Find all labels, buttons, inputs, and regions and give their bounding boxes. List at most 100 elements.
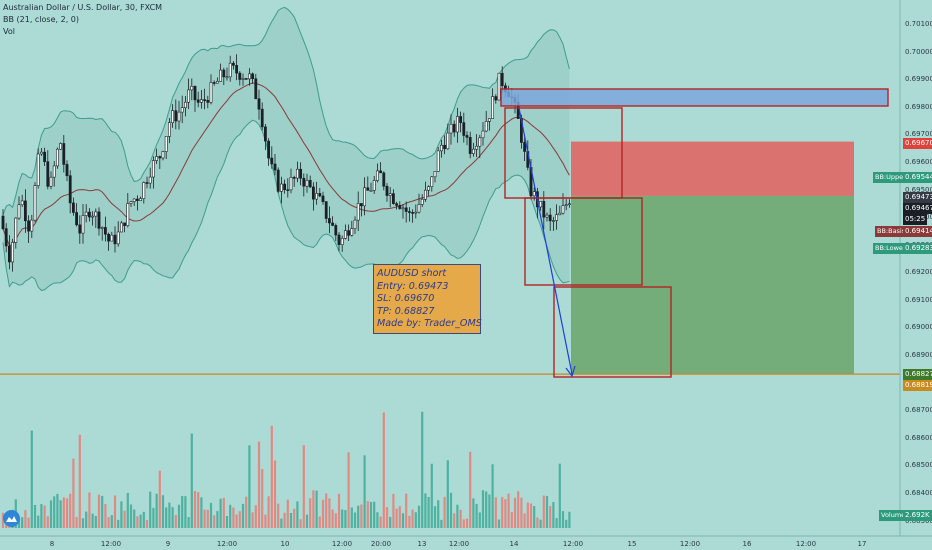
candle-body (436, 150, 440, 172)
volume-bar (481, 490, 485, 528)
candle-body (68, 175, 72, 204)
candle-body (193, 86, 197, 101)
volume-bar (117, 519, 120, 528)
candle-body (276, 169, 280, 192)
volume-bar (270, 425, 273, 528)
volume-bar (17, 517, 21, 528)
entry-price-tag: 0.69473 (903, 192, 932, 203)
candle-body (11, 242, 15, 263)
price-tick-label: 0.70100 (905, 20, 932, 28)
volume-bar (353, 512, 357, 528)
candle-body (235, 65, 239, 74)
volume-bar (229, 504, 232, 528)
candle-body (475, 145, 479, 150)
candle-body (545, 214, 549, 218)
volume-bar (465, 518, 469, 528)
volume-bar (293, 508, 296, 528)
volume-bar (174, 514, 177, 528)
price-tick-label: 0.68600 (905, 434, 932, 442)
candle-body (433, 171, 437, 178)
volume-bar (145, 519, 149, 528)
volume-bar (485, 491, 488, 528)
candle-body (104, 227, 107, 235)
volume-bar (27, 517, 30, 528)
candle-body (417, 204, 421, 213)
candle-body (27, 220, 31, 232)
candle-body (289, 177, 293, 191)
volume-bar (507, 493, 510, 528)
candle-body (350, 228, 354, 236)
volume-bar (181, 495, 184, 528)
volume-bar (53, 496, 56, 528)
bb-upper-label: BB:Upper (873, 172, 908, 183)
volume-bar (69, 493, 72, 528)
candle-body (372, 180, 376, 191)
candle-body (481, 130, 485, 139)
candle-body (158, 156, 162, 159)
candle-body (43, 151, 47, 162)
candle-body (113, 234, 117, 245)
candle-body (500, 72, 504, 87)
candle-body (257, 98, 261, 110)
candle-body (414, 211, 418, 214)
candle-body (225, 76, 229, 79)
volume-bar (225, 515, 229, 528)
volume-bar (321, 499, 325, 528)
candle-body (356, 203, 360, 221)
volume-bar (337, 493, 341, 528)
tp-price-tag: 0.68827 (903, 369, 932, 380)
candle-body (88, 211, 91, 218)
candle-body (136, 198, 139, 201)
candle-body (404, 207, 408, 212)
volume-bar (520, 497, 523, 528)
price-tick-label: 0.69700 (905, 130, 932, 138)
volume-bar (382, 412, 385, 528)
volume-bar (408, 515, 411, 528)
volume-bar (533, 506, 536, 528)
trade-note[interactable]: AUDUSD short Entry: 0.69473 SL: 0.69670 … (373, 264, 482, 334)
candle-body (17, 204, 21, 219)
price-tick-label: 0.68300 (905, 517, 932, 525)
candle-body (251, 73, 255, 80)
volume-bar (536, 517, 539, 528)
volume-bar (85, 511, 88, 528)
volume-bar (94, 515, 97, 528)
time-tick-label: 8 (50, 540, 54, 548)
volume-bar (328, 498, 331, 528)
current-price-tag: 0.69467 (903, 203, 932, 214)
bb-basis-label: BB:Basis (875, 226, 908, 237)
volume-bar (56, 493, 59, 528)
volume-bar (366, 501, 369, 528)
time-tick-label: 20:00 (371, 540, 391, 548)
tradingview-logo-icon[interactable] (3, 510, 20, 527)
candle-body (46, 161, 50, 187)
candle-body (359, 203, 363, 207)
candle-body (59, 143, 63, 150)
candle-body (91, 215, 95, 218)
candle-body (564, 204, 568, 206)
volume-bar (491, 464, 494, 528)
volume-bar (523, 513, 526, 528)
candlesticks (1, 54, 571, 272)
volume-bar (411, 509, 414, 528)
volume-bar (417, 505, 421, 528)
volume-bar (296, 501, 299, 528)
candle-body (459, 116, 463, 123)
volume-bar (43, 505, 46, 528)
bb-legend: BB (21, close, 2, 0) (3, 15, 79, 24)
volume-bar (165, 507, 168, 528)
candle-body (423, 189, 427, 200)
volume-bar (113, 495, 117, 528)
candle-body (388, 193, 392, 196)
candle-body (94, 211, 98, 217)
volume-tag: 2.692K (903, 510, 932, 521)
candle-body (555, 214, 559, 221)
candle-body (567, 203, 571, 206)
candle-body (139, 198, 143, 201)
candle-body (363, 187, 367, 207)
volume-bar (443, 496, 446, 528)
volume-bar (363, 455, 366, 528)
volume-bar (545, 495, 549, 528)
candle-body (155, 156, 159, 161)
